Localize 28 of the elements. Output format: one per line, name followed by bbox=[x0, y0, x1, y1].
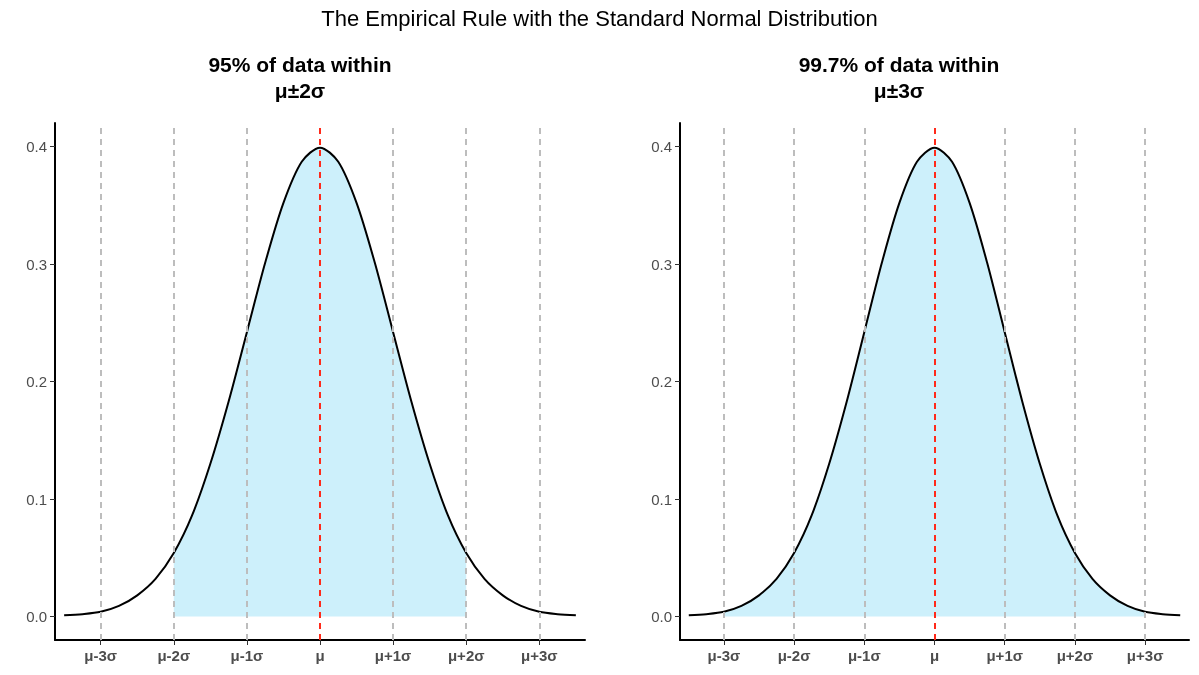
line-series bbox=[63, 146, 577, 617]
y-tick-label: 0.0 bbox=[26, 608, 47, 625]
x-tick-label: μ-1σ bbox=[230, 647, 264, 664]
y-tick-label: 0.1 bbox=[26, 490, 47, 508]
x-tick-label: μ-1σ bbox=[847, 647, 881, 664]
text: The Empirical Rule with the Standard Normal Distribution bbox=[320, 6, 879, 32]
x-tick-label: μ-2σ bbox=[777, 647, 811, 664]
x-tick-label: μ+1σ bbox=[374, 647, 412, 664]
x-tick-label: μ-3σ bbox=[84, 647, 118, 664]
x-tick-label: μ+1σ bbox=[986, 647, 1023, 664]
y-tick-label: 0.4 bbox=[651, 138, 672, 155]
x-tick-label: μ+2σ bbox=[447, 647, 485, 664]
y-tick-label: 0.2 bbox=[26, 373, 47, 390]
chart-title: 95% of data within μ±2σ bbox=[208, 52, 392, 102]
x-tick-label: μ bbox=[315, 647, 325, 664]
y-tick-label: 0.3 bbox=[26, 255, 47, 273]
x-tick-label: μ bbox=[929, 647, 940, 664]
y-tick-label: 0.4 bbox=[26, 138, 47, 155]
x-tick-label: μ+2σ bbox=[1056, 647, 1094, 664]
chart-title: 99.7% of data within μ±3σ bbox=[798, 52, 1000, 102]
y-tick-label: 0.1 bbox=[651, 490, 672, 508]
x-tick-label: μ-2σ bbox=[157, 647, 191, 664]
y-tick-label: 0.0 bbox=[651, 608, 672, 625]
x-tick-label: μ+3σ bbox=[521, 647, 558, 664]
x-tick-label: μ+3σ bbox=[1126, 647, 1164, 664]
y-tick-label: 0.3 bbox=[651, 255, 672, 273]
y-tick-label: 0.2 bbox=[651, 373, 672, 390]
x-tick-label: μ-3σ bbox=[707, 647, 741, 664]
